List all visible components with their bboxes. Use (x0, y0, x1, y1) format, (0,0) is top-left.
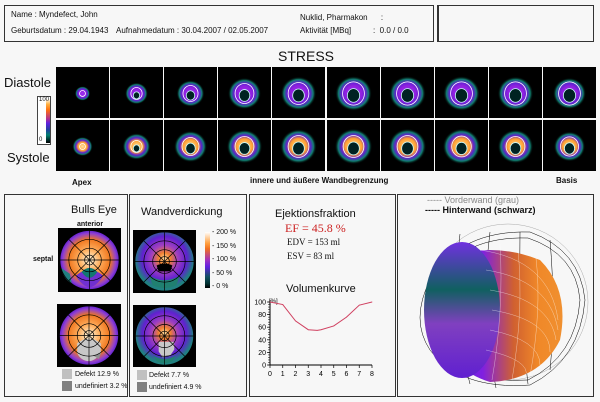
x-tick-label: 6 (345, 371, 349, 378)
y-tick-label: 100 (254, 300, 266, 307)
wall-scale-tick-label: - 100 % (212, 256, 237, 263)
x-tick-label: 2 (294, 371, 298, 378)
systole-slice (488, 120, 542, 171)
patient-info-box (4, 5, 434, 42)
wall-defect-swatch (137, 370, 147, 380)
wall-thickening-title: Wandverdickung (141, 206, 223, 218)
wall-undefined-label: undefiniert 4.9 % (149, 384, 202, 391)
systole-slice (218, 120, 272, 171)
wall-scale-tick-label: - 50 % (212, 269, 233, 277)
wall-thickening-scale (205, 232, 210, 288)
wall-scale-tick-label: - 0 % (212, 283, 229, 290)
volume-curve-point (333, 325, 335, 327)
septal-label: septal (33, 256, 54, 263)
legend-back-wall: ----- Hinterwand (schwarz) (425, 205, 536, 215)
diastole-slice (272, 67, 326, 118)
systole-slice (272, 120, 326, 171)
wall-boundary-label: innere und äußere Wandbegrenzung (250, 176, 389, 185)
volume-curve-point (316, 329, 318, 331)
diastole-slice (326, 67, 380, 118)
diastole-slice (380, 67, 434, 118)
edv-value: EDV = 153 ml (287, 237, 341, 247)
legend-front-wall: ----- Vorderwand (grau) (427, 195, 520, 205)
systole-slice (380, 120, 434, 171)
x-tick-label: 4 (319, 371, 323, 378)
y-tick-label: 0 (262, 363, 266, 370)
diastole-slice (488, 67, 542, 118)
y-tick-label: 80 (258, 312, 266, 319)
basis-label: Basis (556, 176, 578, 185)
systole-slice (56, 120, 109, 171)
activity-value: : 0.0 / 0.0 (373, 26, 409, 35)
volume-curve-point (346, 316, 347, 318)
intensity-gradient (46, 99, 50, 143)
volume-curve-point (295, 320, 296, 322)
y-tick-label: 40 (258, 337, 266, 344)
anterior-label: anterior (77, 221, 104, 228)
y-tick-label: 60 (258, 325, 266, 332)
systole-slice (326, 120, 380, 171)
intensity-scale: 100 0 (37, 96, 51, 145)
diastole-slice (56, 67, 109, 118)
y-axis-label: [%] (269, 299, 278, 305)
wall-thickening-map (133, 230, 196, 293)
systole-slice (110, 120, 164, 171)
bullseye-defect-label: Defekt 12.9 % (75, 371, 119, 378)
bullseye-defect-map (57, 304, 121, 367)
wall-undefined-swatch (137, 382, 147, 392)
ejection-panel (249, 194, 396, 397)
nuclide-label: Nuklid, Pharmakon : (300, 13, 384, 22)
scale-max-label: 100 (39, 97, 50, 103)
wall-thickening-defect-map (133, 305, 196, 367)
diastole-slice (542, 67, 596, 118)
x-tick-label: 0 (268, 371, 272, 378)
x-tick-label: 7 (357, 371, 361, 378)
scale-min-label: 0 (39, 137, 43, 143)
systole-slice (434, 120, 488, 171)
diastole-slice (164, 67, 218, 118)
diastole-slice (434, 67, 488, 118)
heart-3d-model (400, 220, 592, 392)
patient-name: Name : Myndefect, John (11, 10, 98, 19)
x-tick-label: 1 (281, 371, 285, 378)
bullseye-undefined-swatch (62, 381, 72, 391)
diastole-slice (110, 67, 164, 118)
bullseye-undefined-label: undefiniert 3.2 % (75, 383, 128, 390)
birth-date: Geburtsdatum : 29.04.1943 (11, 26, 109, 35)
x-tick-label: 8 (370, 371, 374, 378)
y-tick-label: 20 (258, 350, 266, 357)
volume-curve-point (269, 301, 271, 303)
activity-label: Aktivität [MBq] (300, 26, 352, 35)
bullseye-defect-swatch (62, 369, 72, 379)
systole-slice (542, 120, 596, 171)
ejection-title: Ejektionsfraktion (275, 208, 356, 220)
x-tick-label: 5 (332, 371, 336, 378)
wall-scale-tick-label: - 200 % (212, 229, 237, 236)
volume-curve-point (282, 304, 284, 305)
bullseye-stress-map (58, 228, 121, 292)
volume-curve-point (371, 301, 373, 303)
volume-curve-point (320, 329, 322, 331)
diastole-slice (218, 67, 272, 118)
x-tick-label: 3 (306, 371, 310, 378)
volume-curve-line (269, 301, 373, 331)
volume-curve-point (358, 304, 360, 306)
bullseye-title: Bulls Eye (71, 204, 117, 216)
systole-label: Systole (7, 150, 50, 165)
apex-label: Apex (72, 178, 92, 187)
ef-value: EF = 45.8 % (285, 221, 346, 235)
wall-scale-tick-label: - 150 % (212, 242, 237, 250)
wall-defect-label: Defekt 7.7 % (149, 372, 190, 379)
volume-curve-chart: 0 20 40 60 80 100 0 1 2 3 4 5 6 7 8 [%] (254, 299, 374, 378)
stress-title: STRESS (278, 48, 335, 64)
diastole-label: Diastole (4, 75, 51, 90)
acquisition-date: Aufnahmedatum : 30.04.2007 / 02.05.2007 (116, 26, 269, 35)
secondary-info-box (437, 5, 594, 42)
systole-slice (164, 120, 218, 171)
volume-curve-point (307, 329, 309, 331)
esv-value: ESV = 83 ml (287, 251, 335, 261)
volume-curve-title: Volumenkurve (286, 283, 356, 295)
